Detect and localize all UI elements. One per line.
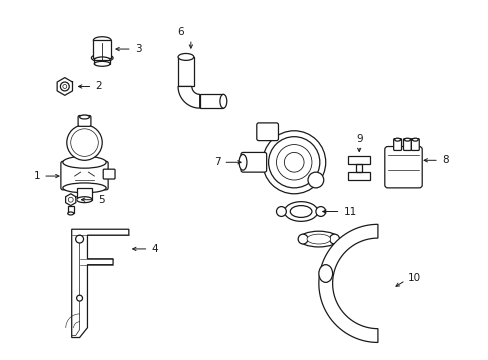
FancyBboxPatch shape — [256, 123, 278, 141]
Circle shape — [76, 235, 83, 243]
Polygon shape — [94, 60, 110, 64]
FancyBboxPatch shape — [393, 139, 401, 150]
Polygon shape — [77, 188, 92, 200]
Ellipse shape — [220, 94, 226, 108]
Circle shape — [262, 131, 325, 194]
Text: 4: 4 — [151, 244, 158, 254]
Polygon shape — [57, 78, 72, 95]
Ellipse shape — [91, 54, 113, 62]
Ellipse shape — [63, 183, 106, 193]
FancyBboxPatch shape — [410, 139, 418, 150]
Circle shape — [67, 125, 102, 160]
Text: 11: 11 — [343, 207, 356, 216]
Ellipse shape — [306, 234, 330, 244]
Text: 5: 5 — [98, 195, 105, 205]
Polygon shape — [318, 224, 377, 342]
Circle shape — [63, 85, 67, 89]
Circle shape — [71, 129, 98, 156]
Ellipse shape — [299, 231, 338, 247]
Ellipse shape — [77, 197, 92, 203]
Ellipse shape — [404, 138, 409, 141]
Polygon shape — [178, 57, 193, 86]
Polygon shape — [68, 206, 74, 213]
Ellipse shape — [411, 138, 417, 141]
FancyBboxPatch shape — [61, 161, 108, 190]
FancyBboxPatch shape — [103, 169, 115, 179]
Ellipse shape — [394, 138, 400, 141]
Ellipse shape — [284, 202, 317, 221]
Text: 6: 6 — [177, 27, 184, 37]
Ellipse shape — [94, 61, 110, 66]
Circle shape — [329, 234, 339, 244]
Circle shape — [77, 295, 82, 301]
Circle shape — [307, 172, 323, 188]
Ellipse shape — [68, 212, 74, 215]
Ellipse shape — [318, 265, 332, 282]
Circle shape — [298, 234, 307, 244]
Polygon shape — [93, 40, 111, 58]
FancyBboxPatch shape — [403, 139, 410, 150]
Text: 3: 3 — [135, 44, 141, 54]
Ellipse shape — [290, 206, 311, 217]
FancyBboxPatch shape — [384, 147, 421, 188]
Ellipse shape — [80, 115, 89, 119]
Circle shape — [268, 137, 319, 188]
Ellipse shape — [94, 57, 110, 63]
Text: 9: 9 — [355, 134, 362, 144]
Ellipse shape — [239, 154, 246, 170]
Polygon shape — [72, 229, 128, 338]
Text: 1: 1 — [34, 171, 40, 181]
Text: 2: 2 — [95, 81, 102, 91]
Circle shape — [60, 82, 69, 91]
Circle shape — [276, 207, 286, 216]
Ellipse shape — [178, 54, 193, 60]
Ellipse shape — [93, 37, 111, 44]
Ellipse shape — [63, 156, 106, 168]
Circle shape — [315, 207, 325, 216]
Polygon shape — [199, 94, 223, 108]
Polygon shape — [65, 194, 76, 206]
Polygon shape — [178, 86, 199, 108]
FancyBboxPatch shape — [241, 152, 266, 172]
Polygon shape — [347, 156, 369, 180]
Text: 7: 7 — [213, 157, 220, 167]
Circle shape — [68, 197, 73, 202]
Text: 10: 10 — [407, 274, 420, 283]
FancyBboxPatch shape — [78, 116, 91, 126]
Circle shape — [284, 152, 304, 172]
Text: 8: 8 — [441, 155, 447, 165]
Circle shape — [276, 145, 311, 180]
